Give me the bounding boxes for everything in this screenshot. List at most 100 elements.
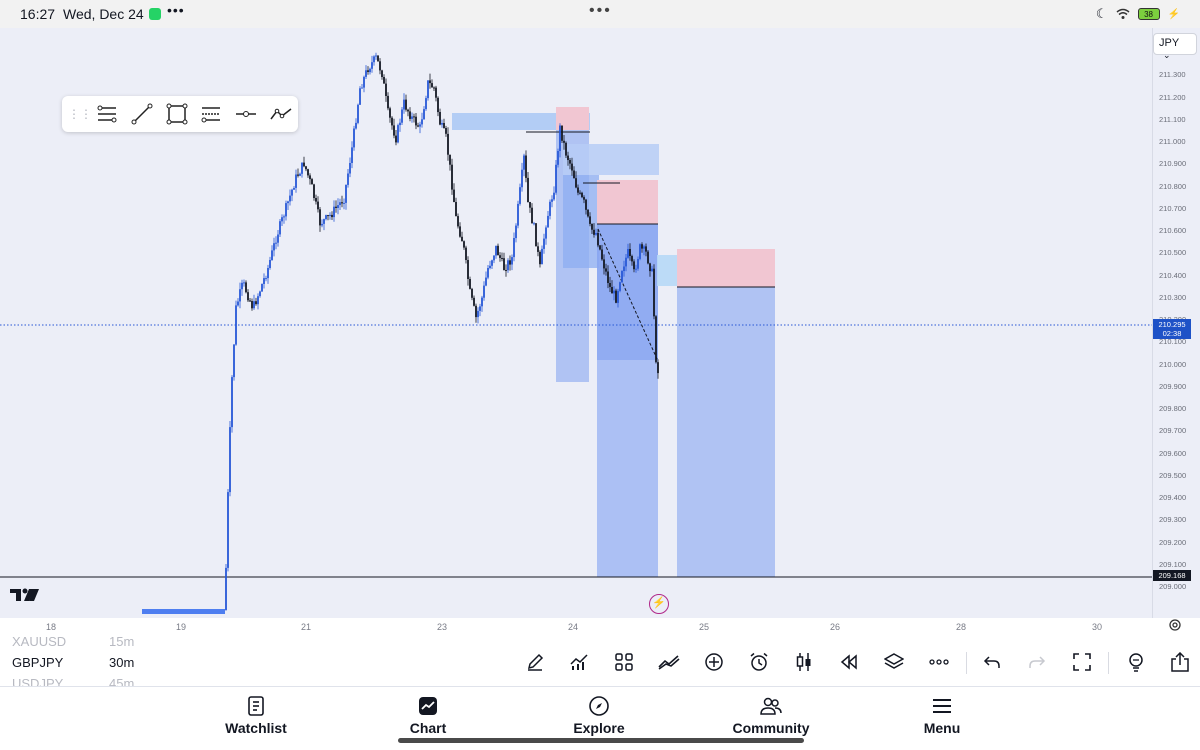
nav-chart-label: Chart [409,720,447,736]
candle-body [559,125,561,151]
watchlist-row[interactable]: XAUUSD 15m [12,634,134,649]
chart-settings-gear-icon[interactable] [1168,618,1182,635]
candle-body [479,306,481,311]
drawing-favorites-toolbar[interactable]: ⋮⋮ [62,96,298,132]
time-axis-label: 18 [46,622,57,632]
candle-body [653,268,655,317]
fib-retracement-tool-icon[interactable] [90,100,125,128]
candle-body [483,285,485,298]
charging-icon: ⚡ [1167,8,1180,20]
currency-selector[interactable]: JPY ⌄ [1153,33,1197,60]
share-icon[interactable] [1168,650,1192,674]
candle-body [605,268,607,272]
candle-body [531,207,533,224]
candle-body [585,199,587,210]
candle-body [319,209,321,226]
candle-body [529,202,531,208]
fullscreen-icon[interactable] [1070,650,1094,674]
watchlist-row-active[interactable]: GBPJPY 30m [12,655,134,670]
nav-menu-label: Menu [923,720,961,736]
candle-body [367,70,369,72]
candle-body [243,282,245,284]
supply-zone-middle [563,144,659,175]
candle-body [635,268,637,270]
watchlist-icon [248,696,264,716]
candle-body [533,223,535,225]
candle-body [421,119,423,125]
time-axis-label: 26 [830,622,841,632]
candle-body [629,249,631,256]
candle-body [311,179,313,185]
wifi-icon [1116,8,1130,19]
layers-icon[interactable] [882,650,906,674]
candle-body [593,229,595,235]
replay-rewind-icon[interactable] [837,650,861,674]
price-axis-label: 209.200 [1159,537,1187,547]
home-indicator[interactable] [398,738,804,743]
path-tool-icon[interactable] [263,100,298,128]
ideas-lightbulb-icon[interactable] [1124,650,1148,674]
toolbar-divider [966,652,967,674]
candle-body [569,160,571,164]
candle-body [561,125,563,141]
flash-alert-icon[interactable]: ⚡ [649,594,669,614]
price-axis-label: 209.300 [1159,515,1187,525]
indicators-icon[interactable] [567,650,591,674]
pencil-drawing-icon[interactable] [523,650,547,674]
fib-channel-tool-icon[interactable] [194,100,229,128]
candle-body [443,123,445,128]
candle-body [553,192,555,200]
nav-chart[interactable]: Chart [358,695,498,736]
trend-line-tool-icon[interactable] [125,100,160,128]
more-options-icon[interactable] [927,650,951,674]
price-axis-label: 210.000 [1159,359,1187,369]
candle-body [393,125,395,136]
nav-menu[interactable]: Menu [872,695,1012,736]
price-axis-label: 211.300 [1159,70,1186,80]
candle-body [379,61,381,71]
candle-body [383,77,385,84]
candle-body [499,255,501,258]
nav-explore[interactable]: Explore [529,695,669,736]
candle-body [567,155,569,160]
candle-body [419,124,421,127]
multitasking-dots-icon[interactable]: ••• [589,2,612,19]
compare-symbols-icon[interactable] [657,650,681,674]
drag-handle-icon[interactable]: ⋮⋮ [68,107,92,121]
candle-body [549,201,551,216]
add-plus-icon[interactable] [702,650,726,674]
price-chart[interactable] [0,28,1152,618]
candle-body [517,203,519,226]
candle-body [565,142,567,156]
candle-body [603,259,605,269]
price-axis-label: 209.800 [1159,404,1187,413]
candle-body [609,283,611,287]
candle-body [307,169,309,176]
candle-body [503,258,505,270]
redo-icon[interactable] [1025,650,1049,674]
candle-body [601,249,603,260]
price-axis-label: 210.400 [1159,270,1187,280]
price-axis-label: 210.900 [1159,159,1187,169]
candle-body [413,116,415,118]
candle-body [621,271,623,283]
candle-body [437,97,439,113]
rectangle-tool-icon[interactable] [159,100,194,128]
alarm-clock-icon[interactable] [747,650,771,674]
candle-body [353,128,355,148]
candle-body [329,214,331,216]
candle-body [607,271,609,283]
candle-body [535,223,537,247]
nav-community[interactable]: Community [701,695,841,736]
time-axis[interactable]: 18 19 21 23 24 25 26 28 30 [0,618,1200,638]
layout-grid-icon[interactable] [612,650,636,674]
candle-body [361,87,363,89]
candle-body [649,263,651,272]
bar-style-candles-icon[interactable] [792,650,816,674]
watchlist-timeframe: 30m [109,655,135,670]
undo-icon[interactable] [980,650,1004,674]
nav-watchlist[interactable]: Watchlist [186,695,326,736]
status-time: 16:27 [20,6,56,22]
candle-body [303,162,305,167]
horizontal-ray-tool-icon[interactable] [229,100,264,128]
